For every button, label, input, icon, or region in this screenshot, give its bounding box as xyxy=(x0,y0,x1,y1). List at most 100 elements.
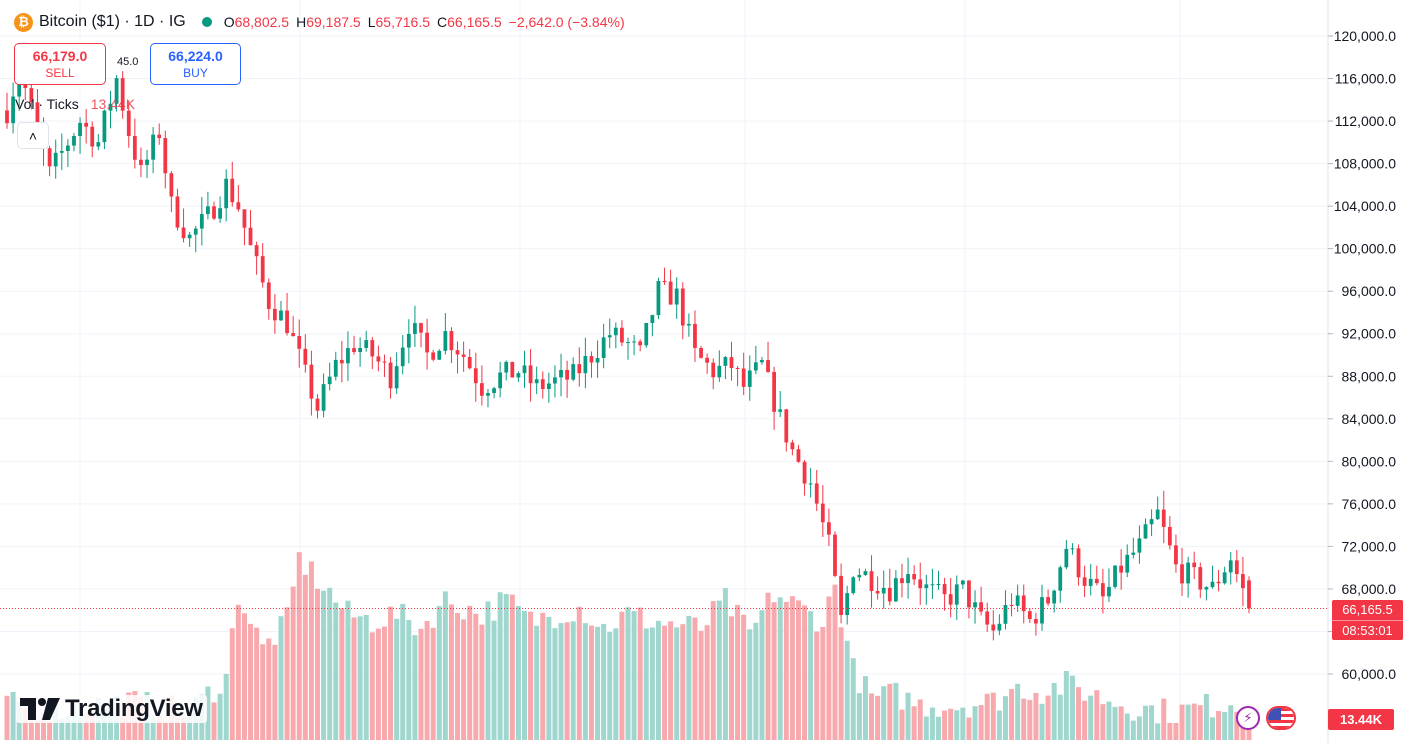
candle-body[interactable] xyxy=(1198,567,1203,590)
candle-body[interactable] xyxy=(936,584,941,586)
us-flag-icon[interactable] xyxy=(1266,706,1296,730)
candle-body[interactable] xyxy=(461,354,466,357)
candle-body[interactable] xyxy=(546,383,551,390)
candle-body[interactable] xyxy=(711,362,716,378)
candle-body[interactable] xyxy=(1234,560,1239,575)
candle-body[interactable] xyxy=(437,350,442,360)
candle-body[interactable] xyxy=(266,282,271,309)
candle-body[interactable] xyxy=(839,575,843,616)
candle-body[interactable] xyxy=(601,337,606,359)
candle-body[interactable] xyxy=(869,571,874,592)
candle-body[interactable] xyxy=(510,361,515,378)
candle-body[interactable] xyxy=(321,384,326,411)
candle-body[interactable] xyxy=(553,377,557,384)
candle-body[interactable] xyxy=(1107,586,1111,597)
candle-body[interactable] xyxy=(443,331,448,351)
candle-body[interactable] xyxy=(29,88,34,103)
candle-body[interactable] xyxy=(1058,567,1063,591)
bolt-icon[interactable]: ⚡ xyxy=(1236,706,1260,730)
candle-body[interactable] xyxy=(985,611,990,625)
candle-body[interactable] xyxy=(808,483,813,485)
candle-body[interactable] xyxy=(1216,581,1221,584)
candle-body[interactable] xyxy=(315,398,320,411)
candle-body[interactable] xyxy=(906,574,910,584)
candle-body[interactable] xyxy=(78,122,82,136)
candle-body[interactable] xyxy=(224,178,229,209)
candle-body[interactable] xyxy=(236,202,241,210)
candle-body[interactable] xyxy=(449,331,454,351)
candle-body[interactable] xyxy=(662,281,667,283)
candle-body[interactable] xyxy=(1155,509,1160,520)
candle-body[interactable] xyxy=(1247,580,1251,609)
candle-body[interactable] xyxy=(370,340,375,357)
candle-body[interactable] xyxy=(59,150,64,153)
candle-body[interactable] xyxy=(486,392,490,396)
candle-body[interactable] xyxy=(504,361,509,373)
candle-body[interactable] xyxy=(413,323,417,334)
candle-body[interactable] xyxy=(5,110,9,124)
candle-body[interactable] xyxy=(1052,590,1057,604)
candle-body[interactable] xyxy=(833,534,837,576)
candle-body[interactable] xyxy=(163,138,168,174)
candle-body[interactable] xyxy=(516,373,521,378)
candle-body[interactable] xyxy=(1204,587,1209,590)
candle-body[interactable] xyxy=(918,579,923,589)
candle-body[interactable] xyxy=(1180,564,1184,584)
candle-body[interactable] xyxy=(364,340,369,348)
candle-body[interactable] xyxy=(108,103,113,111)
candle-body[interactable] xyxy=(1100,583,1105,597)
candle-body[interactable] xyxy=(47,148,52,167)
candle-body[interactable] xyxy=(1046,597,1050,604)
candle-body[interactable] xyxy=(498,372,503,389)
candle-body[interactable] xyxy=(900,578,904,584)
candle-body[interactable] xyxy=(1070,548,1075,550)
candle-body[interactable] xyxy=(400,347,405,367)
candle-body[interactable] xyxy=(674,288,679,305)
candle-body[interactable] xyxy=(881,587,886,594)
candle-body[interactable] xyxy=(772,371,777,412)
candle-body[interactable] xyxy=(1021,595,1026,612)
candle-body[interactable] xyxy=(425,332,429,353)
candle-body[interactable] xyxy=(114,78,119,104)
candle-body[interactable] xyxy=(534,379,539,384)
candle-body[interactable] xyxy=(1082,577,1087,586)
candle-body[interactable] xyxy=(1131,552,1136,555)
candle-body[interactable] xyxy=(1149,519,1154,525)
candle-body[interactable] xyxy=(589,356,594,363)
candle-body[interactable] xyxy=(1088,578,1093,586)
candle-body[interactable] xyxy=(181,227,186,239)
candle-body[interactable] xyxy=(151,134,156,160)
candle-body[interactable] xyxy=(668,281,673,305)
candle-body[interactable] xyxy=(766,360,770,372)
candle-body[interactable] xyxy=(942,584,947,595)
candle-body[interactable] xyxy=(613,327,618,336)
candle-body[interactable] xyxy=(1167,526,1172,546)
candle-body[interactable] xyxy=(760,360,764,363)
candle-body[interactable] xyxy=(753,362,758,371)
candle-body[interactable] xyxy=(857,574,862,578)
candle-body[interactable] xyxy=(473,368,478,384)
candle-body[interactable] xyxy=(893,578,898,602)
candle-body[interactable] xyxy=(230,178,235,203)
candle-body[interactable] xyxy=(431,352,436,360)
candle-body[interactable] xyxy=(540,379,545,390)
candle-body[interactable] xyxy=(827,522,831,535)
candle-body[interactable] xyxy=(954,584,959,605)
candle-body[interactable] xyxy=(260,256,265,283)
candle-body[interactable] xyxy=(644,322,649,346)
candle-body[interactable] xyxy=(333,359,338,377)
candle-body[interactable] xyxy=(930,584,935,586)
candle-body[interactable] xyxy=(723,357,728,366)
candle-body[interactable] xyxy=(973,602,977,608)
candle-body[interactable] xyxy=(1009,605,1014,607)
candle-body[interactable] xyxy=(279,310,283,321)
tradingview-logo[interactable]: TradingView xyxy=(16,695,207,723)
candle-body[interactable] xyxy=(1027,611,1032,620)
candle-body[interactable] xyxy=(747,370,752,387)
candle-body[interactable] xyxy=(272,308,277,321)
candle-body[interactable] xyxy=(1076,548,1081,578)
candle-body[interactable] xyxy=(875,591,880,594)
candle-body[interactable] xyxy=(72,135,76,146)
candle-body[interactable] xyxy=(35,102,40,127)
candle-body[interactable] xyxy=(309,364,314,399)
